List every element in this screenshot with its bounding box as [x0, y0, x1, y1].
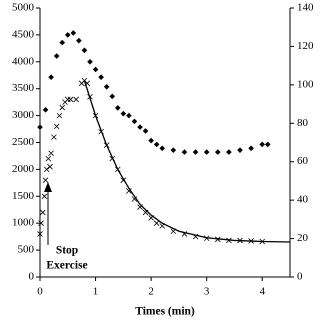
cross-marker: [126, 188, 132, 194]
cross-marker: [53, 123, 60, 130]
annotation-arrowhead: [44, 182, 52, 192]
diamond-marker: [37, 124, 43, 130]
diamond-marker: [264, 141, 271, 148]
cross-marker: [131, 196, 138, 202]
diamond-marker: [64, 32, 71, 38]
diamond-marker: [259, 141, 266, 148]
y-tick-label: 3000: [12, 109, 35, 121]
diamond-marker: [226, 149, 232, 155]
cross-marker: [47, 163, 53, 170]
y-tick-label: 0: [29, 271, 35, 283]
diamond-marker: [120, 110, 127, 117]
y2-tick-label: 60: [297, 155, 309, 167]
diamond-marker: [137, 124, 143, 130]
x-tick-label: 2: [148, 286, 154, 298]
y-tick-label: 4000: [12, 55, 35, 67]
diamond-marker: [103, 83, 110, 90]
x-tick-label: 4: [259, 286, 265, 298]
y2-tick-label: 120: [297, 40, 314, 52]
diamond-marker: [42, 107, 49, 113]
x-tick-label: 0: [37, 286, 43, 298]
cross-marker: [41, 193, 48, 200]
annotation: Stop: [56, 245, 78, 257]
cross-marker: [48, 150, 54, 157]
diamond-marker: [76, 37, 82, 44]
cross-marker: [37, 231, 43, 237]
diamond-marker: [48, 74, 54, 80]
y-tick-label: 2000: [12, 163, 35, 175]
diamond-marker: [181, 149, 188, 155]
diamond-marker: [248, 145, 254, 152]
y2-tick-label: 20: [297, 232, 309, 244]
cross-marker: [39, 209, 46, 216]
cross-marker: [153, 220, 160, 226]
diamond-marker: [142, 128, 149, 134]
cross-marker: [42, 177, 49, 183]
y2-tick-label: 100: [297, 78, 314, 90]
diamond-marker: [87, 59, 93, 65]
x-axis-label: Times (min): [135, 306, 195, 318]
cross-marker: [43, 166, 50, 173]
diamond-marker: [70, 30, 77, 36]
diamond-marker: [192, 149, 199, 155]
y-tick-label: 3500: [12, 82, 35, 94]
diamond-marker: [237, 147, 243, 153]
y-tick-label: 500: [18, 244, 35, 256]
diamond-marker: [148, 137, 154, 144]
diamond-marker: [126, 112, 132, 119]
y-tick-label: 5000: [12, 2, 35, 14]
cross-marker: [38, 220, 44, 226]
y2-tick-label: 80: [297, 117, 309, 129]
cross-marker: [59, 104, 66, 111]
cross-marker: [67, 96, 74, 103]
diamond-marker: [59, 39, 66, 46]
y-tick-label: 2500: [12, 136, 35, 148]
diamond-marker: [153, 141, 160, 148]
annotation: Exercise: [46, 260, 87, 272]
diamond-marker: [114, 105, 121, 111]
diamond-marker: [159, 145, 166, 152]
y-tick-label: 1000: [12, 217, 35, 229]
diamond-marker: [53, 53, 60, 59]
fit-line: [83, 80, 291, 243]
diamond-marker: [81, 47, 88, 54]
diamond-marker: [131, 118, 138, 125]
diamond-marker: [214, 149, 221, 155]
y2-tick-label: 140: [297, 2, 314, 14]
diamond-marker: [170, 147, 177, 153]
cross-marker: [45, 155, 52, 162]
y-tick-label: 1500: [12, 190, 35, 202]
x-tick-label: 1: [93, 286, 99, 298]
diamond-marker: [203, 149, 210, 155]
cross-marker: [64, 96, 71, 103]
cross-marker: [56, 112, 63, 119]
cross-marker: [51, 134, 57, 140]
x-tick-label: 3: [204, 286, 210, 298]
diamond-marker: [98, 74, 104, 80]
diamond-marker: [92, 66, 99, 73]
y2-tick-label: 40: [297, 194, 309, 206]
y-tick-label: 4500: [12, 28, 35, 40]
diamond-marker: [109, 93, 116, 100]
cross-marker: [73, 96, 79, 103]
y2-tick-label: 0: [297, 271, 303, 283]
